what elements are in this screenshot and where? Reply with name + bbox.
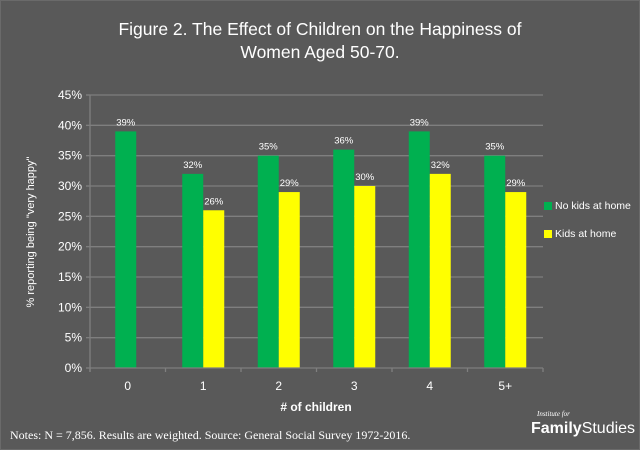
x-tick-label: 4 (426, 379, 433, 393)
legend-label-kids: Kids at home (555, 228, 617, 240)
logo-small-text: Institute for (537, 410, 570, 418)
legend-swatch-kids (544, 230, 552, 238)
legend-item-kids: Kids at home (544, 227, 631, 241)
x-tick-label: 1 (200, 379, 207, 393)
source-notes: Notes: N = 7,856. Results are weighted. … (10, 428, 411, 442)
data-label: 39% (410, 117, 430, 128)
y-tick-label: 15% (58, 270, 82, 284)
y-tick-label: 35% (58, 149, 82, 163)
logo-regular-text: Studies (581, 420, 636, 437)
logo-bold-text: Family (531, 420, 582, 437)
y-tick-label: 25% (58, 209, 82, 223)
y-tick-label: 40% (58, 118, 82, 132)
bar-no-kids (182, 173, 204, 368)
bar-kids (203, 210, 225, 368)
bar-no-kids (484, 155, 506, 368)
data-label: 35% (259, 142, 279, 153)
legend-item-no-kids: No kids at home (544, 199, 631, 213)
chart-title: Figure 2. The Effect of Children on the … (40, 18, 600, 64)
data-label: 29% (506, 178, 526, 189)
data-label: 36% (334, 136, 354, 147)
chart-title-line-2: Women Aged 50-70. (240, 42, 400, 62)
y-tick-label: 10% (58, 300, 82, 314)
x-tick-label: 0 (124, 379, 131, 393)
legend-label-no-kids: No kids at home (555, 200, 631, 212)
bar-no-kids (257, 155, 279, 368)
y-tick-label: 45% (58, 88, 82, 102)
x-tick-label: 2 (275, 379, 282, 393)
bar-kids (429, 173, 451, 368)
bar-no-kids (115, 131, 137, 368)
y-tick-label: 20% (58, 240, 82, 254)
y-tick-label: 5% (65, 331, 83, 345)
data-label: 35% (485, 142, 505, 153)
x-axis-label: # of children (280, 400, 352, 414)
bar-kids (278, 192, 300, 368)
data-label: 30% (355, 172, 375, 183)
y-tick-label: 0% (65, 361, 83, 375)
bar-no-kids (408, 131, 430, 368)
bar-no-kids (333, 149, 355, 368)
bar-kids (505, 192, 527, 368)
bar-kids (354, 186, 376, 368)
data-label: 29% (280, 178, 300, 189)
y-tick-label: 30% (58, 179, 82, 193)
data-label: 32% (183, 160, 203, 171)
chart-title-line-1: Figure 2. The Effect of Children on the … (118, 19, 522, 39)
x-tick-label: 5+ (498, 379, 512, 393)
data-label: 39% (116, 117, 136, 128)
legend-swatch-no-kids (544, 202, 552, 210)
data-label: 32% (431, 160, 451, 171)
ifs-logo: Institute for FamilyStudies (531, 410, 635, 437)
data-label: 26% (204, 196, 224, 207)
legend: No kids at home Kids at home (544, 199, 631, 255)
x-tick-label: 3 (351, 379, 358, 393)
